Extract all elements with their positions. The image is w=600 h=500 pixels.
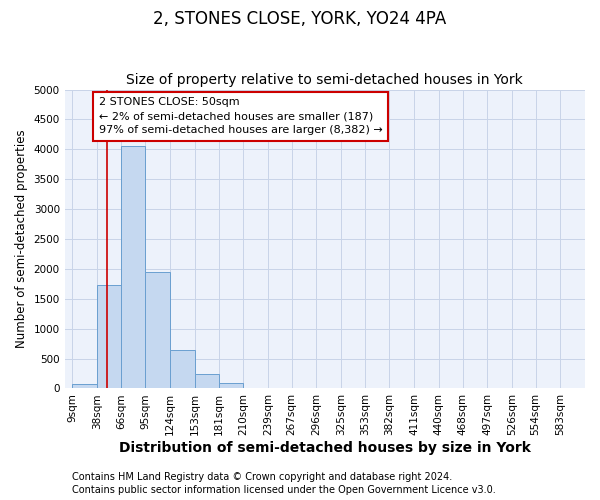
Bar	[145, 272, 170, 388]
Text: 2, STONES CLOSE, YORK, YO24 4PA: 2, STONES CLOSE, YORK, YO24 4PA	[154, 10, 446, 28]
Text: Contains HM Land Registry data © Crown copyright and database right 2024.
Contai: Contains HM Land Registry data © Crown c…	[72, 472, 496, 495]
Bar	[121, 146, 145, 388]
X-axis label: Distribution of semi-detached houses by size in York: Distribution of semi-detached houses by …	[119, 441, 531, 455]
Bar	[97, 286, 121, 389]
Bar	[170, 350, 195, 389]
Text: 2 STONES CLOSE: 50sqm
← 2% of semi-detached houses are smaller (187)
97% of semi: 2 STONES CLOSE: 50sqm ← 2% of semi-detac…	[98, 98, 382, 136]
Bar	[73, 384, 97, 388]
Y-axis label: Number of semi-detached properties: Number of semi-detached properties	[15, 130, 28, 348]
Title: Size of property relative to semi-detached houses in York: Size of property relative to semi-detach…	[127, 73, 523, 87]
Bar	[195, 374, 218, 388]
Bar	[218, 383, 243, 388]
